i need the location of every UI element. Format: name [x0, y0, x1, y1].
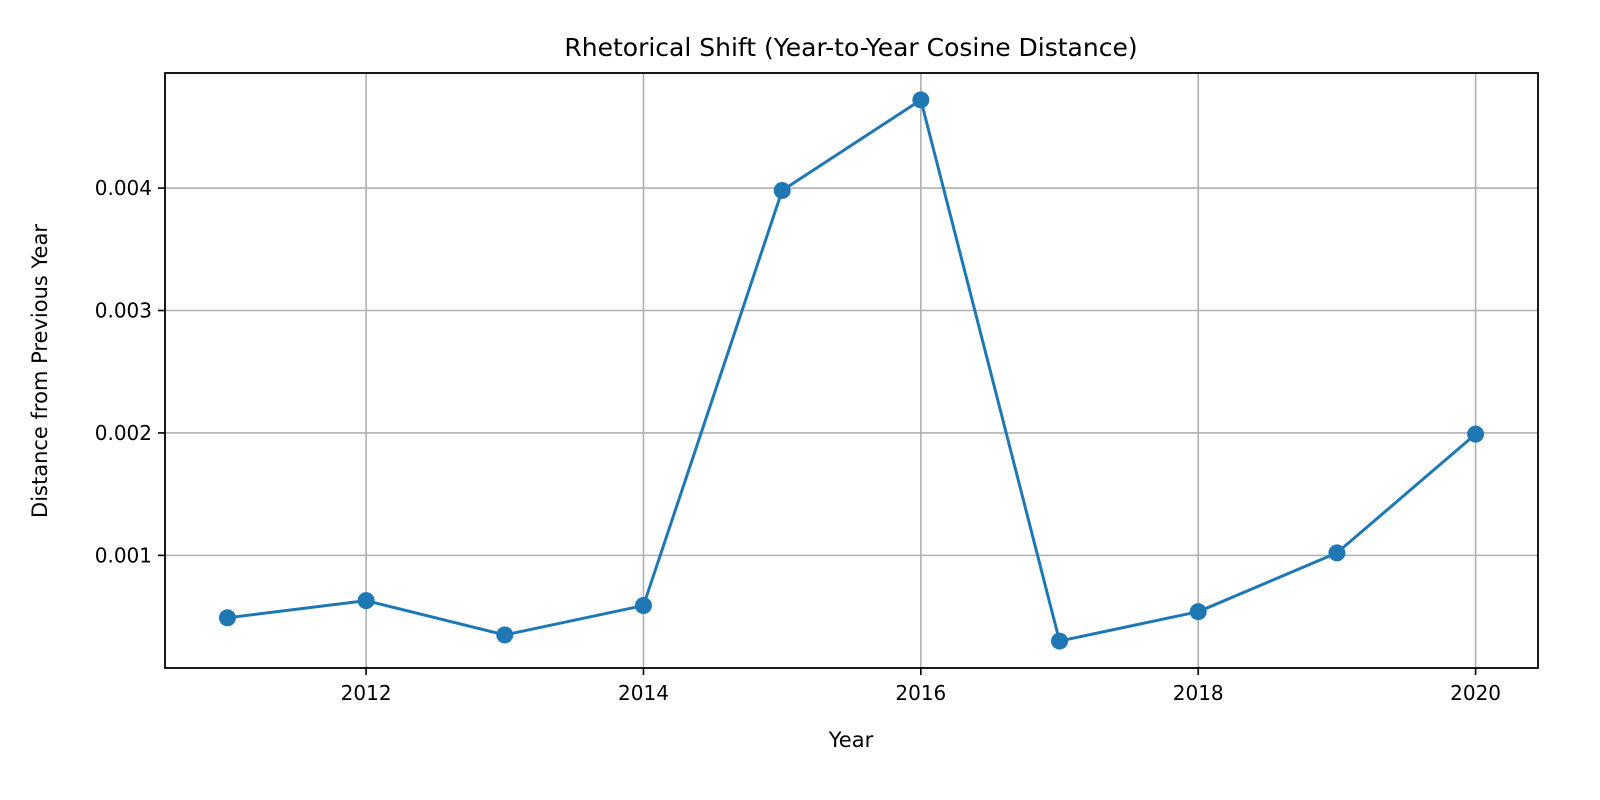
chart-title: Rhetorical Shift (Year-to-Year Cosine Di… — [564, 33, 1137, 62]
axis-ticks: 2012 2014 2016 2018 2020 0.001 0.002 0.003 0.004 — [95, 176, 1501, 705]
y-tick-label: 0.004 — [95, 176, 152, 200]
x-tick-label: 2016 — [895, 681, 946, 705]
series-line — [227, 98, 1477, 643]
x-tick-label: 2018 — [1173, 681, 1224, 705]
x-tick-label: 2014 — [618, 681, 669, 705]
data-point — [1051, 632, 1069, 650]
y-tick-label: 0.003 — [95, 299, 152, 323]
data-point — [773, 182, 791, 200]
x-tick-label: 2020 — [1450, 681, 1501, 705]
data-point — [912, 91, 930, 109]
data-point — [634, 597, 652, 615]
data-point — [1189, 603, 1207, 621]
data-point — [218, 609, 236, 627]
plot-area-frame — [164, 72, 1539, 669]
x-axis-label: Year — [828, 728, 874, 752]
y-tick-label: 0.002 — [95, 421, 152, 445]
grid-lines — [165, 73, 1538, 668]
data-point — [496, 626, 514, 644]
data-point — [1328, 544, 1346, 562]
y-axis-label: Distance from Previous Year — [28, 224, 52, 518]
x-tick-label: 2012 — [341, 681, 392, 705]
data-point — [357, 592, 375, 610]
series-layer — [218, 91, 1485, 650]
data-point — [1467, 425, 1485, 443]
y-tick-label: 0.001 — [95, 543, 152, 567]
